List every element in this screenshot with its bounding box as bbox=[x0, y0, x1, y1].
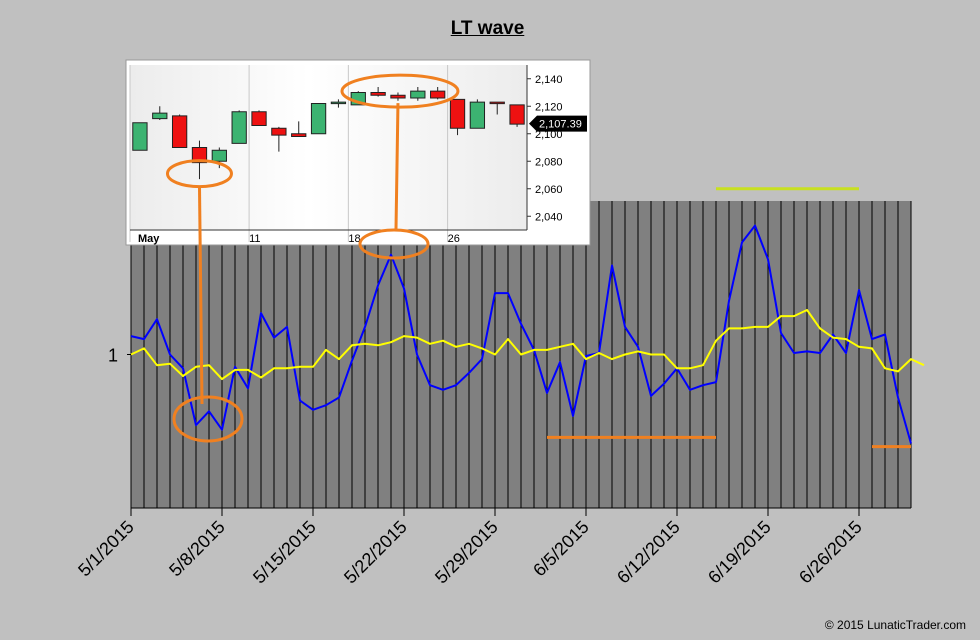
x-tick-label: 5/22/2015 bbox=[340, 517, 411, 588]
x-tick-label: 6/12/2015 bbox=[613, 517, 684, 588]
candle-body bbox=[132, 122, 148, 151]
candle-body bbox=[291, 133, 307, 137]
candle-body bbox=[211, 149, 227, 162]
annotation-ellipse bbox=[172, 395, 244, 443]
inset-candlestick-chart: 2,140 2,120 2,100 2,080 2,060 2,040 May 11 18 26 2… bbox=[125, 59, 591, 246]
x-tick-label: 5/29/2015 bbox=[431, 517, 502, 588]
annotations bbox=[165, 73, 460, 443]
connector-line bbox=[394, 103, 400, 230]
candle-body bbox=[370, 92, 386, 96]
price-tag-shape bbox=[529, 115, 587, 132]
smooth-series-line bbox=[130, 309, 925, 381]
candle-body bbox=[152, 112, 168, 120]
candle-body bbox=[271, 127, 287, 136]
inset-x-tick-label: 26 bbox=[448, 233, 460, 245]
candle-body bbox=[310, 103, 327, 135]
wave-series-line bbox=[130, 224, 912, 444]
annotation-ellipse bbox=[340, 73, 460, 109]
annotation-ellipse bbox=[358, 228, 430, 260]
chart-title: LT wave bbox=[450, 18, 525, 39]
candle-body bbox=[231, 111, 247, 144]
x-tick-label: 6/19/2015 bbox=[704, 517, 775, 588]
candle-body bbox=[489, 101, 505, 105]
inset-x-tick-label: 11 bbox=[249, 233, 260, 245]
annotation-ellipse bbox=[165, 159, 233, 189]
x-tick-label: 5/8/2015 bbox=[165, 517, 229, 581]
inset-plot-area bbox=[130, 65, 527, 230]
inset-y-tick-label: 2,140 bbox=[535, 74, 563, 86]
inset-x-tick-label: 18 bbox=[348, 233, 360, 245]
candle-body bbox=[469, 101, 486, 129]
candle-body bbox=[330, 101, 347, 105]
candle-body bbox=[390, 94, 406, 99]
price-tag-label: 2,107.39 bbox=[539, 119, 582, 131]
candle-body bbox=[251, 111, 267, 126]
inset-y-tick-label: 2,120 bbox=[535, 101, 563, 113]
candle-body bbox=[410, 90, 426, 99]
candle-body bbox=[191, 147, 208, 164]
x-tick-label: 6/5/2015 bbox=[529, 517, 593, 581]
y-tick-label: 1 bbox=[108, 346, 118, 366]
candle-body bbox=[449, 98, 466, 129]
inset-y-tick-label: 2,100 bbox=[535, 129, 563, 141]
x-tick-label: 6/26/2015 bbox=[795, 517, 866, 588]
x-tick-label: 5/1/2015 bbox=[74, 517, 138, 581]
connector-line bbox=[197, 185, 204, 404]
inset-x-tick-label: May bbox=[138, 233, 160, 245]
inset-y-tick-label: 2,080 bbox=[535, 156, 563, 168]
inset-y-tick-label: 2,060 bbox=[535, 184, 563, 196]
candle-body bbox=[509, 104, 525, 125]
candle-body bbox=[171, 115, 188, 148]
x-tick-label: 5/15/2015 bbox=[249, 517, 320, 588]
copyright-notice: © 2015 LunaticTrader.com bbox=[824, 618, 966, 632]
inset-y-tick-label: 2,040 bbox=[535, 211, 563, 223]
candle-body bbox=[430, 90, 446, 99]
